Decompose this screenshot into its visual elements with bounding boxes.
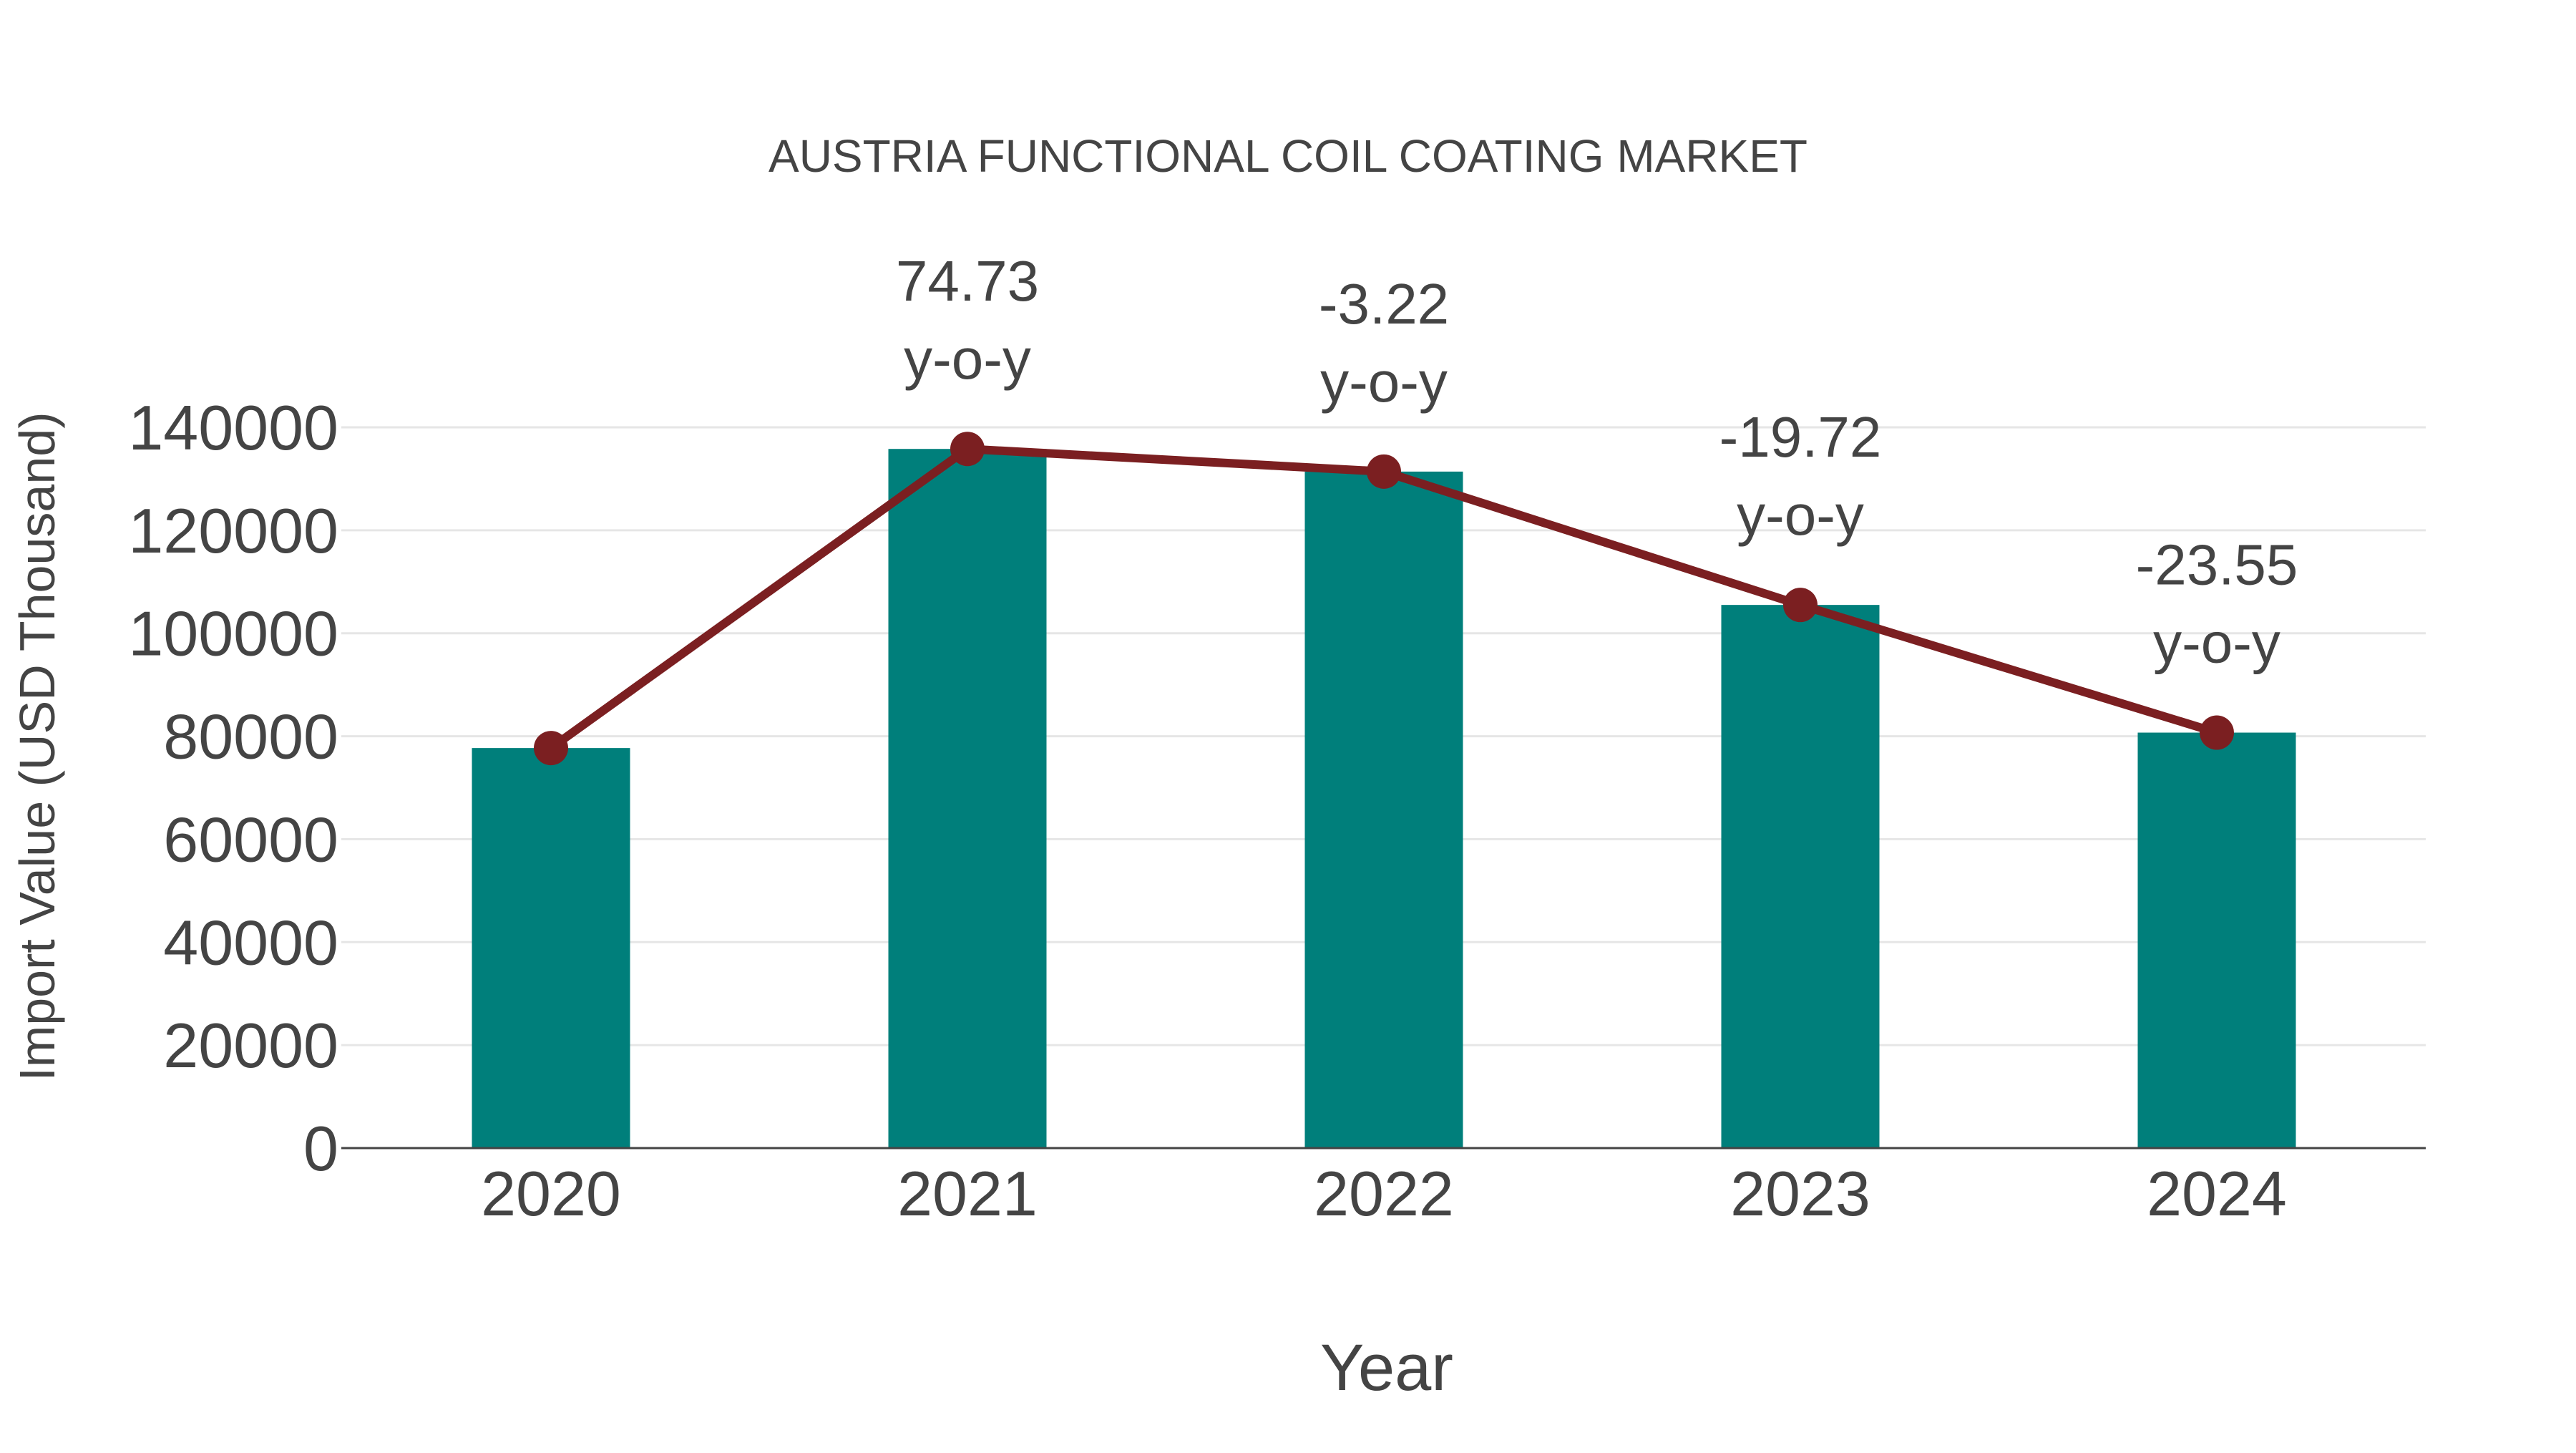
bar-2024 xyxy=(2137,732,2296,1148)
x-tick-label: 2022 xyxy=(1314,1158,1454,1229)
yoy-suffix: y-o-y xyxy=(1737,483,1864,547)
markers xyxy=(534,432,2234,766)
x-tick-label: 2023 xyxy=(1730,1158,1870,1229)
y-tick-label: 20000 xyxy=(163,1010,338,1081)
bars xyxy=(472,449,2296,1148)
yoy-suffix: y-o-y xyxy=(904,327,1031,391)
yoy-value: -3.22 xyxy=(1319,272,1449,336)
marker-2021 xyxy=(950,432,985,467)
yoy-annotations: 74.73 y-o-y -3.22 y-o-y -19.72 y-o-y -23.55 y-o… xyxy=(896,249,2298,674)
yoy-value: -23.55 xyxy=(2136,533,2298,597)
bar-2023 xyxy=(1721,605,1880,1148)
x-axis-ticks: 2020 2021 2022 2023 2024 xyxy=(481,1158,2287,1229)
x-tick-label: 2021 xyxy=(897,1158,1038,1229)
marker-2023 xyxy=(1783,588,1818,623)
bar-2020 xyxy=(472,748,630,1148)
bar-2021 xyxy=(888,449,1047,1148)
yoy-suffix: y-o-y xyxy=(1320,350,1448,414)
y-axis-ticks: 0 20000 40000 60000 80000 100000 120000 140000 xyxy=(128,392,338,1184)
y-tick-label: 60000 xyxy=(163,804,338,875)
marker-2020 xyxy=(534,731,568,766)
chart-title: AUSTRIA FUNCTIONAL COIL COATING MARKET xyxy=(769,130,1807,182)
yoy-value: 74.73 xyxy=(896,249,1039,313)
yoy-value: -19.72 xyxy=(1719,405,1882,469)
y-axis-title: Import Value (USD Thousand) xyxy=(9,412,65,1081)
y-tick-label: 80000 xyxy=(163,701,338,772)
y-tick-label: 120000 xyxy=(128,495,338,566)
x-tick-label: 2024 xyxy=(2147,1158,2287,1229)
x-axis-title: Year xyxy=(1320,1331,1453,1404)
y-tick-label: 0 xyxy=(303,1113,338,1184)
marker-2024 xyxy=(2200,715,2234,750)
yoy-suffix: y-o-y xyxy=(2153,611,2280,675)
y-tick-label: 140000 xyxy=(128,392,338,463)
bar-2022 xyxy=(1304,471,1463,1148)
marker-2022 xyxy=(1367,454,1401,489)
x-tick-label: 2020 xyxy=(481,1158,621,1229)
y-tick-label: 40000 xyxy=(163,907,338,978)
y-tick-label: 100000 xyxy=(128,598,338,669)
